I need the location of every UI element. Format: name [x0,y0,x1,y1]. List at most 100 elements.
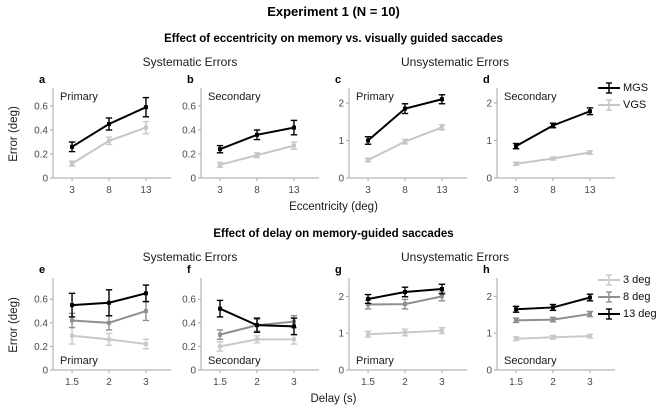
legend-entry-MGS: MGS [597,79,648,96]
x-tick-label: 13 [436,185,448,196]
x-tick-label: 3 [439,377,445,388]
legend-entry-8-deg: 8 deg [597,288,657,305]
x-tick-label: 13 [584,185,596,196]
y-tick-label: 0 [486,174,492,185]
y-tick-label: 0 [42,366,48,377]
y-tick-label: 2 [338,292,344,303]
x-tick-label: 3 [587,377,593,388]
y-tick-label: 0.2 [34,342,48,353]
x-tick-label: 3 [217,185,223,196]
panel-d-plot: 0 1 2 3 8 13 d Secondary [483,74,615,196]
row1-x-axis-label: Eccentricity (deg) [289,201,378,213]
row2-header-systematic: Systematic Errors [142,250,238,264]
row2-subtitle: Effect of delay on memory-guided saccade… [213,228,454,240]
condition-label: Primary [356,91,394,103]
panel-slot-e: 0 0.2 0.4 0.6 1.5 2 3 e Primary [23,260,171,412]
condition-label: Secondary [504,355,557,367]
x-tick-label: 1.5 [361,377,375,388]
x-tick-label: 1.5 [213,377,227,388]
legend-marker-icon [598,81,620,94]
x-tick-label: 8 [254,185,260,196]
series-3-deg [68,326,150,350]
condition-label: Primary [60,91,98,103]
row2-y-axis-label: Error (deg) [8,297,20,353]
y-tick-label: 0.4 [182,318,196,329]
panel-letter: d [483,74,490,86]
y-tick-label: 0 [338,366,344,377]
row2-header-unsystematic: Unsystematic Errors [400,250,510,264]
x-tick-label: 3 [291,377,297,388]
row1-header-unsystematic: Unsystematic Errors [400,55,510,69]
y-tick-label: 0.6 [182,295,196,306]
legend-label: 13 deg [623,307,657,320]
legend-entry-13-deg: 13 deg [597,305,657,322]
panel-g-plot: 0 1 2 1.5 2 3 g Primary [335,264,467,388]
legend-label: VGS [623,98,647,111]
legend-marker-icon [598,273,620,286]
legend-marker-icon [598,98,620,111]
x-tick-label: 3 [143,377,149,388]
row1-subtitle: Effect of eccentricity on memory vs. vis… [164,33,503,45]
x-tick-label: 8 [106,185,112,196]
panel-a-plot: 0 0.2 0.4 0.6 3 8 13 a Primary [34,74,171,196]
series-13-deg [364,283,446,305]
y-tick-label: 0.4 [182,126,196,137]
x-tick-label: 2 [254,377,260,388]
series-8-deg [512,310,594,324]
panel-slot-f: 0 0.2 0.4 0.6 1.5 2 3 f Secondary [171,260,319,412]
y-tick-label: 1 [338,329,344,340]
series-13-deg [68,284,150,318]
y-tick-label: 0.4 [34,318,48,329]
series-8-deg [364,291,446,310]
condition-label: Secondary [208,91,261,103]
series-MGS [512,107,594,150]
y-tick-label: 2 [338,99,344,110]
legend-entry-VGS: VGS [597,96,648,113]
series-3-deg [216,333,298,352]
row1-y-axis-label: Error (deg) [8,106,20,162]
legend-saccade-type: MGS VGS [597,79,648,113]
x-tick-label: 3 [365,185,371,196]
y-tick-label: 1 [338,136,344,147]
condition-label: Primary [356,355,394,367]
panel-h-plot: 0 1 2 1.5 2 3 h Secondary [483,264,615,388]
series-13-deg [216,299,298,336]
panel-letter: h [483,264,490,276]
panel-slot-a: 0 0.2 0.4 0.6 3 8 13 a Primary [23,70,171,222]
y-tick-label: 0 [486,366,492,377]
series-MGS [216,119,298,154]
x-tick-label: 1.5 [509,377,523,388]
legend-marker-icon [598,290,620,303]
y-tick-label: 1 [486,136,492,147]
panel-slot-g: 0 1 2 1.5 2 3 g Primary [319,260,467,412]
x-tick-label: 3 [69,185,75,196]
y-tick-label: 0.6 [34,102,48,113]
y-tick-label: 2 [486,292,492,303]
legend-label: 8 deg [623,290,651,303]
y-tick-label: 0 [42,174,48,185]
panel-slot-b: 0 0.2 0.4 0.6 3 8 13 b Secondary [171,70,319,222]
condition-label: Secondary [504,91,557,103]
series-MGS [68,96,150,153]
panel-b-plot: 0 0.2 0.4 0.6 3 8 13 b Secondary [182,74,319,196]
figure-title: Experiment 1 (N = 10) [267,4,400,19]
panel-letter: c [335,74,341,86]
x-tick-label: 8 [550,185,556,196]
panel-letter: a [39,74,46,86]
y-tick-label: 1 [486,329,492,340]
legend-marker-icon [598,307,620,320]
y-tick-label: 0.2 [182,150,196,161]
series-3-deg [512,333,594,342]
series-3-deg [364,326,446,338]
x-tick-label: 13 [288,185,300,196]
series-VGS [68,120,150,167]
row1-header-systematic: Systematic Errors [142,55,238,69]
x-tick-label: 13 [140,185,152,196]
x-tick-label: 1.5 [65,377,79,388]
series-VGS [216,141,298,168]
panel-c-plot: 0 1 2 3 8 13 c Primary [335,74,467,196]
legend-eccentricity: 3 deg 8 deg 13 deg [597,271,657,322]
panel-letter: e [39,264,45,276]
x-tick-label: 2 [402,377,408,388]
condition-label: Secondary [208,355,261,367]
